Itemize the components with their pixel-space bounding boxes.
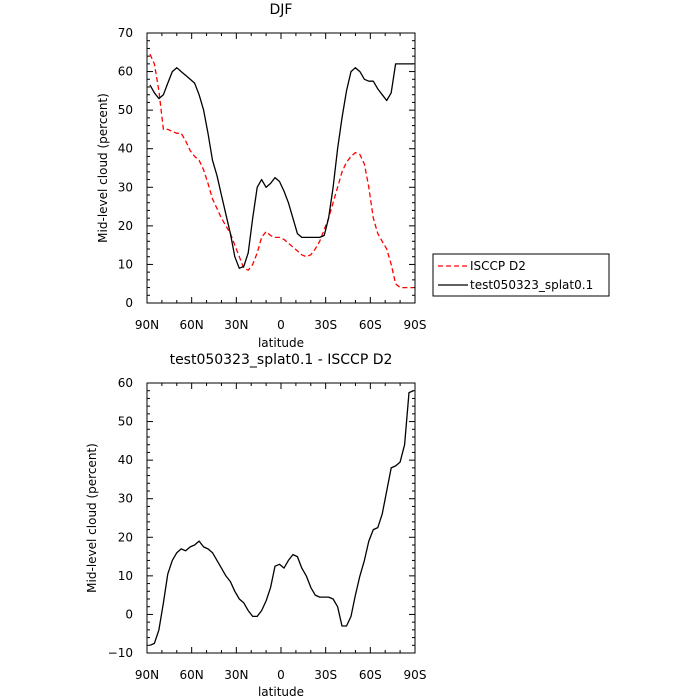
bottom-y-tick-label: 60 (118, 376, 133, 390)
bottom-y-tick-label: 0 (125, 607, 133, 621)
bottom-x-tick-label: 0 (277, 668, 285, 682)
bottom-x-axis-label: latitude (258, 685, 304, 699)
top-plot-frame (146, 32, 416, 304)
top-ticks: 90N 60N 30N 0 30S 60S 90S 0 10 20 30 40 50 60 70 (118, 26, 427, 332)
bottom-plot-frame (146, 382, 416, 654)
bottom-chart-title: test050323_splat0.1 - ISCCP D2 (170, 352, 393, 368)
top-x-tick-label: 60S (359, 318, 382, 332)
bottom-y-tick-label: 50 (118, 415, 133, 429)
top-y-tick-label: 40 (118, 142, 133, 156)
top-series-lines (149, 53, 414, 289)
top-series-line-test050323-splat0-1 (149, 63, 414, 269)
top-x-tick-label: 90N (135, 318, 159, 332)
top-series-line-isccp-d2 (149, 53, 414, 289)
top-x-tick-label: 90S (404, 318, 427, 332)
bottom-panel: test050323_splat0.1 - ISCCP D2 90N 60N 30N… (85, 352, 426, 699)
top-x-tick-label: 30N (224, 318, 248, 332)
bottom-x-tick-label: 30N (224, 668, 248, 682)
top-y-tick-label: 30 (118, 180, 133, 194)
legend-box (432, 253, 610, 297)
top-y-tick-label: 60 (118, 65, 133, 79)
legend: ISCCP D2 test050323_splat0.1 (432, 253, 610, 297)
top-x-tick-label: 30S (314, 318, 337, 332)
top-x-tick-label: 0 (277, 318, 285, 332)
top-y-tick-label: 0 (125, 296, 133, 310)
bottom-x-tick-label: 90N (135, 668, 159, 682)
bottom-x-tick-label: 60N (180, 668, 204, 682)
bottom-y-tick-label: 20 (118, 530, 133, 544)
top-y-axis-label: Mid-level cloud (percent) (96, 93, 110, 243)
top-x-tick-label: 60N (180, 318, 204, 332)
bottom-y-axis-label: Mid-level cloud (percent) (85, 443, 99, 593)
bottom-y-tick-label: 40 (118, 453, 133, 467)
bottom-y-tick-label: −10 (108, 646, 133, 660)
bottom-ticks: 90N 60N 30N 0 30S 60S 90S −10 0 10 20 30 40 50 60 (108, 376, 427, 682)
top-y-tick-label: 70 (118, 26, 133, 40)
legend-label-isccp: ISCCP D2 (470, 259, 526, 273)
bottom-y-tick-label: 10 (118, 569, 133, 583)
top-chart-title: DJF (270, 2, 293, 18)
bottom-x-tick-label: 30S (314, 668, 337, 682)
bottom-x-tick-label: 60S (359, 668, 382, 682)
bottom-x-tick-label: 90S (404, 668, 427, 682)
bottom-series-line-0 (149, 390, 414, 646)
top-y-tick-label: 50 (118, 103, 133, 117)
top-y-tick-label: 20 (118, 219, 133, 233)
top-x-axis-label: latitude (258, 336, 304, 350)
bottom-y-tick-label: 30 (118, 492, 133, 506)
top-y-tick-label: 10 (118, 257, 133, 271)
bottom-series-lines (149, 390, 414, 646)
legend-label-test: test050323_splat0.1 (470, 278, 593, 292)
top-panel: DJF 90N 60N 30N 0 30S 60S 90S 0 10 20 30 40 50 60 70 l… (96, 2, 610, 350)
